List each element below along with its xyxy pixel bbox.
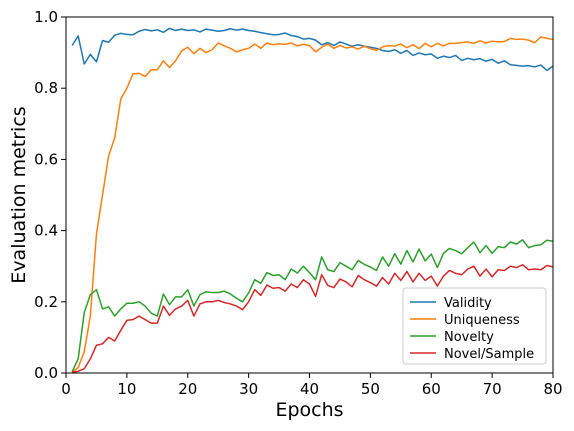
legend-label: Validity [444, 296, 492, 311]
legend-label: Novel/Sample [444, 347, 534, 362]
x-tick-label: 50 [361, 380, 380, 398]
legend-label: Novelty [444, 330, 494, 345]
y-tick-label: 0.4 [34, 222, 58, 240]
x-axis-label: Epochs [275, 399, 343, 421]
series-line-novel-sample [71, 264, 554, 374]
x-tick-label: 40 [300, 380, 319, 398]
x-tick-label: 0 [61, 380, 71, 398]
y-tick-label: 0.8 [34, 79, 58, 97]
x-tick-label: 60 [422, 380, 441, 398]
legend: Validity Uniqueness Novelty Novel/Sample [402, 287, 547, 365]
x-tick-label: 10 [117, 380, 136, 398]
y-axis-label: Evaluation metrics [8, 106, 30, 283]
legend-box [402, 287, 547, 365]
series-line-validity [71, 27, 554, 72]
y-tick-label: 0.6 [34, 150, 58, 168]
y-tick-label: 1.0 [34, 8, 58, 26]
series-line-novelty [71, 239, 554, 373]
tick-layer: 0 10 20 30 40 50 60 70 80 0.0 0.2 0.4 0.6 0.8 1.0 [34, 8, 562, 398]
x-tick-label: 70 [483, 380, 502, 398]
series-line-uniqueness [71, 36, 554, 373]
y-tick-label: 0.2 [34, 293, 58, 311]
legend-label: Uniqueness [444, 313, 520, 328]
series-layer [71, 27, 554, 374]
x-tick-label: 80 [543, 380, 562, 398]
y-tick-label: 0.0 [34, 364, 58, 382]
x-tick-label: 20 [178, 380, 197, 398]
x-tick-label: 30 [239, 380, 258, 398]
